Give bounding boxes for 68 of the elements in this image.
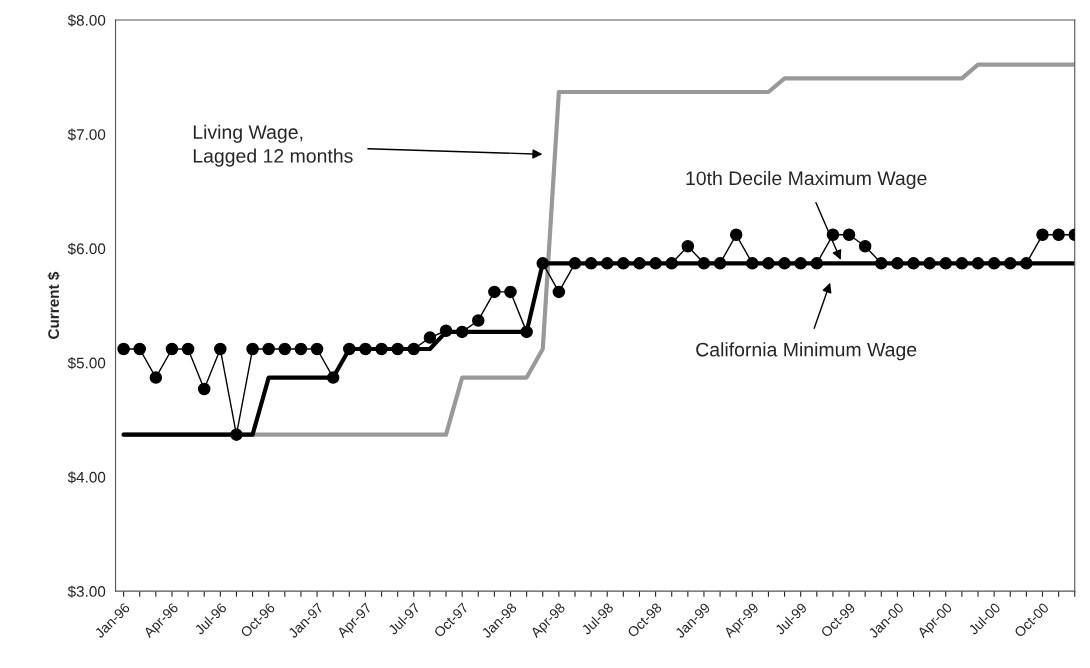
point xyxy=(504,285,517,299)
y-tick-label: $3.00 xyxy=(67,585,106,598)
point xyxy=(1020,257,1033,270)
point xyxy=(665,257,678,270)
point xyxy=(343,342,356,356)
point xyxy=(310,342,324,356)
point xyxy=(746,257,759,270)
point xyxy=(439,324,453,337)
point xyxy=(617,257,630,270)
point xyxy=(407,342,421,356)
point xyxy=(423,331,437,344)
point xyxy=(1036,228,1049,242)
point xyxy=(584,257,598,270)
annotation: California Minimum Wage xyxy=(696,342,917,361)
point xyxy=(794,257,807,270)
point xyxy=(762,257,775,270)
point xyxy=(455,325,469,339)
y-tick-label: $7.00 xyxy=(67,128,106,141)
point xyxy=(1052,228,1065,242)
point xyxy=(713,257,727,270)
point xyxy=(891,257,904,270)
y-tick-label: $8.00 xyxy=(67,14,106,27)
y-tick-label: $5.00 xyxy=(67,356,106,370)
point xyxy=(1004,257,1017,270)
point xyxy=(278,342,292,356)
point xyxy=(939,257,953,270)
point xyxy=(875,257,888,270)
point xyxy=(552,285,566,299)
point xyxy=(326,371,340,384)
point xyxy=(697,257,711,270)
y-tick-label: $6.00 xyxy=(67,242,106,256)
point xyxy=(987,257,1001,270)
point xyxy=(600,257,614,270)
point xyxy=(375,342,388,356)
annotation: Living Wage, Lagged 12 months xyxy=(193,124,353,167)
point xyxy=(955,257,969,270)
point xyxy=(214,342,227,356)
y-axis-title: Current $ xyxy=(47,271,60,339)
point xyxy=(633,257,646,270)
point xyxy=(165,342,179,356)
point xyxy=(472,314,485,327)
y-tick-label: $4.00 xyxy=(67,471,106,484)
point xyxy=(842,228,856,242)
point xyxy=(117,342,130,356)
point xyxy=(810,257,824,270)
point xyxy=(149,371,163,384)
point xyxy=(359,342,372,356)
point xyxy=(294,342,308,356)
point xyxy=(568,257,582,270)
point xyxy=(246,342,259,356)
annotation: 10th Decile Maximum Wage xyxy=(686,170,927,190)
point xyxy=(729,228,743,242)
point xyxy=(262,342,275,356)
point xyxy=(197,382,211,396)
point xyxy=(520,325,533,339)
point xyxy=(971,257,985,270)
point xyxy=(649,257,662,270)
point xyxy=(778,257,791,270)
point xyxy=(181,342,195,356)
point xyxy=(536,257,549,270)
point xyxy=(923,257,936,270)
point xyxy=(907,257,920,270)
point xyxy=(391,342,404,356)
point xyxy=(133,342,146,356)
point xyxy=(858,239,872,253)
point xyxy=(230,428,243,441)
point xyxy=(488,285,501,299)
point xyxy=(681,239,695,253)
